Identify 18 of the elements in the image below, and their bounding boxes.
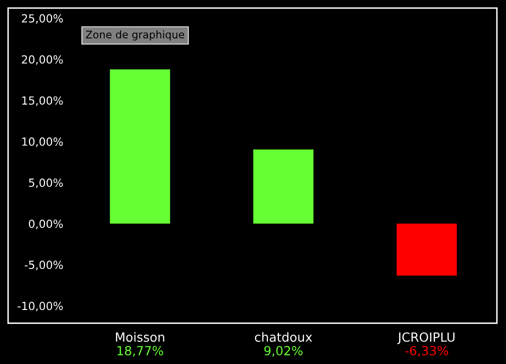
data-label: 9,02% — [264, 346, 303, 357]
y-tick-label: 25,00% — [22, 14, 63, 24]
x-tick-label: JCROIPLU — [397, 332, 454, 344]
x-tick-label: Moisson — [116, 332, 164, 342]
y-tick-label: 5,00% — [29, 178, 63, 188]
y-tick-label: 10,00% — [22, 137, 63, 147]
y-tick-label: 20,00% — [22, 55, 63, 65]
annotation: Zone de graphique — [86, 30, 184, 40]
y-tick-label: 15,00% — [22, 96, 63, 106]
bar — [253, 149, 314, 224]
y-tick-label: 0,00% — [28, 220, 63, 230]
data-label: -6,33% — [405, 346, 448, 357]
bar — [396, 224, 457, 276]
bar — [110, 69, 170, 224]
x-tick-label: chatdoux — [254, 332, 312, 342]
data-label: 18,77% — [118, 346, 164, 357]
y-tick-label: -5,00% — [24, 260, 63, 270]
y-tick-label: -10,00% — [18, 302, 63, 312]
